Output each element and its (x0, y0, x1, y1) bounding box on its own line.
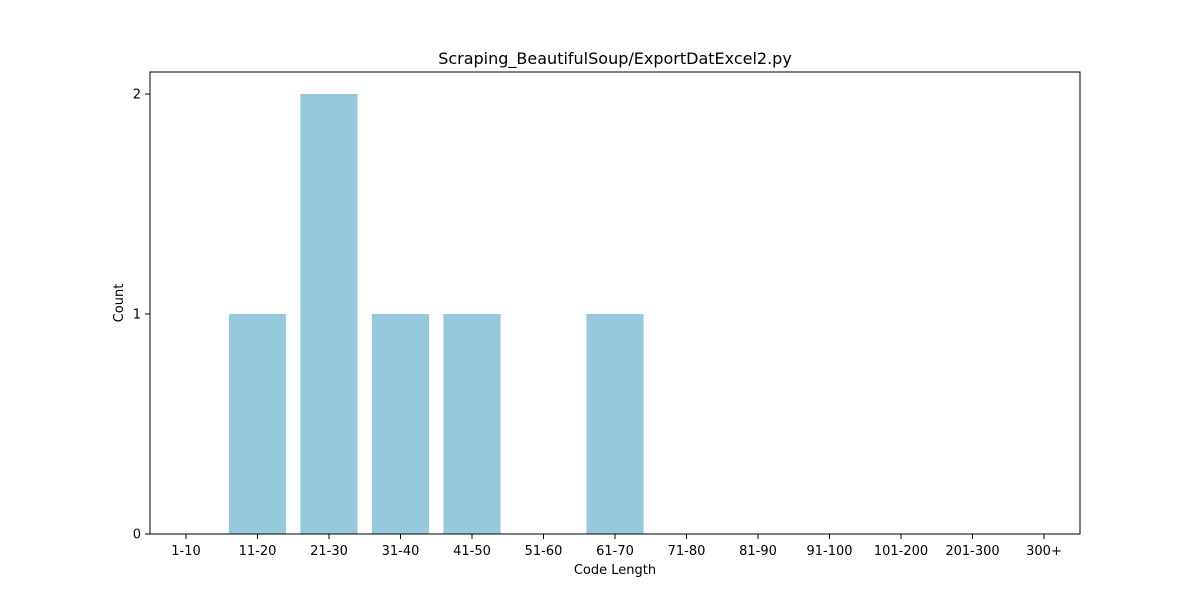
x-tick-label-201-300: 201-300 (945, 544, 999, 559)
x-axis: 1-10 11-20 21-30 31-40 41-50 51-60 61-70 71-80 8… (171, 534, 1062, 559)
x-tick-label-1-10: 1-10 (171, 544, 201, 559)
bar-41-50 (443, 314, 501, 534)
bars-group (228, 94, 644, 534)
x-tick-label-21-30: 21-30 (310, 544, 348, 559)
y-axis-title: Count (112, 284, 127, 323)
y-tick-label-1: 1 (133, 308, 141, 323)
x-tick-label-300: 300+ (1026, 544, 1062, 559)
x-tick-label-41-50: 41-50 (453, 544, 491, 559)
x-tick-label-11-20: 11-20 (239, 544, 277, 559)
y-tick-label-0: 0 (133, 528, 141, 543)
x-tick-label-51-60: 51-60 (525, 544, 563, 559)
y-tick-label-2: 2 (133, 88, 141, 103)
chart-title: Scraping_BeautifulSoup/ExportDatExcel2.p… (438, 49, 792, 69)
bar-31-40 (371, 314, 430, 534)
x-tick-label-81-90: 81-90 (739, 544, 777, 559)
x-tick-label-31-40: 31-40 (382, 544, 420, 559)
x-axis-title: Code Length (574, 563, 656, 578)
bar-11-20 (228, 314, 287, 534)
y-axis: 0 1 2 (133, 88, 150, 543)
bar-61-70 (586, 314, 644, 534)
bar-21-30 (300, 94, 358, 534)
x-tick-label-71-80: 71-80 (668, 544, 706, 559)
x-tick-label-101-200: 101-200 (874, 544, 928, 559)
x-tick-label-91-100: 91-100 (806, 544, 852, 559)
x-tick-label-61-70: 61-70 (596, 544, 634, 559)
